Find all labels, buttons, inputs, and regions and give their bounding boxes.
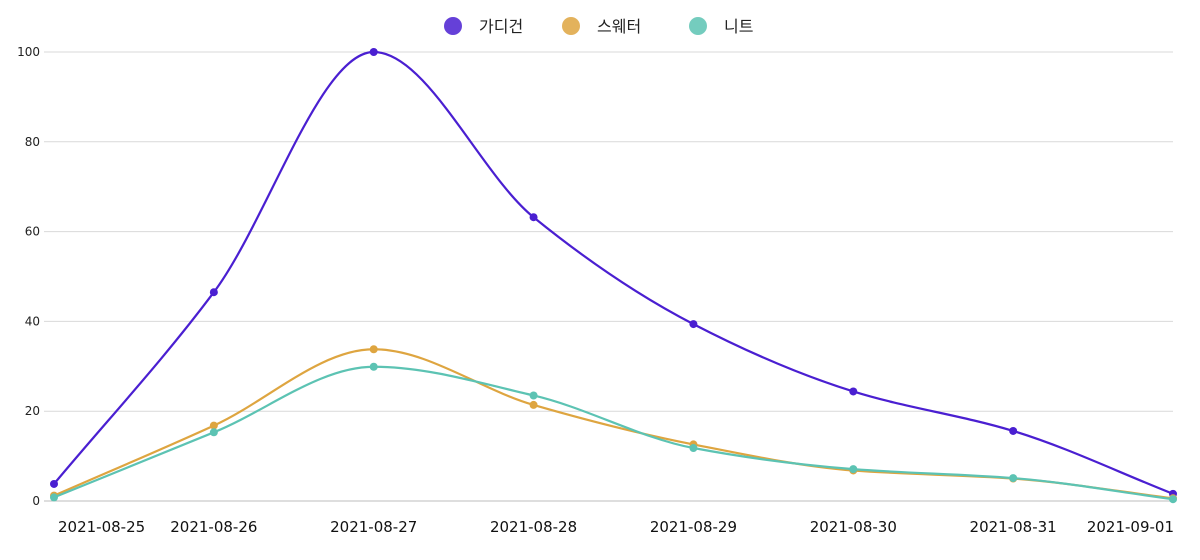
- data-point[interactable]: [689, 444, 698, 453]
- data-point[interactable]: [369, 48, 378, 56]
- y-tick-label: 100: [17, 45, 40, 59]
- y-tick-label: 80: [25, 135, 40, 149]
- x-tick-label: 2021-08-25: [58, 518, 145, 536]
- legend-item[interactable]: 스웨터: [562, 17, 641, 36]
- legend-label: 스웨터: [597, 17, 641, 36]
- x-tick-label: 2021-08-26: [170, 518, 257, 536]
- data-point[interactable]: [689, 320, 698, 329]
- data-point[interactable]: [1169, 495, 1177, 504]
- y-tick-label: 40: [25, 314, 40, 328]
- y-tick-label: 0: [32, 494, 40, 508]
- y-tick-label: 60: [25, 225, 40, 239]
- data-point[interactable]: [529, 400, 538, 409]
- series-1: [50, 48, 1177, 498]
- x-tick-label: 2021-08-30: [810, 518, 897, 536]
- data-point[interactable]: [849, 387, 858, 396]
- legend-marker: [689, 17, 707, 35]
- series-line: [52, 50, 1175, 495]
- data-point[interactable]: [369, 345, 378, 354]
- grid-layer: [44, 51, 1173, 502]
- x-axis-labels: 2021-08-25 2021-08-26 2021-08-27 2021-08-28…: [58, 518, 1174, 536]
- data-point[interactable]: [849, 465, 858, 474]
- legend[interactable]: 가디건 스웨터 니트: [444, 17, 753, 36]
- legend-label: 니트: [724, 17, 753, 36]
- x-tick-label: 2021-08-27: [330, 518, 417, 536]
- legend-marker: [562, 17, 580, 35]
- series-3: [50, 362, 1177, 504]
- data-point[interactable]: [209, 288, 218, 297]
- data-point[interactable]: [529, 391, 538, 400]
- data-point[interactable]: [209, 428, 218, 437]
- y-axis-labels: 0 20 40 60 80 100: [17, 45, 40, 508]
- data-point[interactable]: [209, 421, 218, 430]
- x-tick-label: 2021-08-29: [650, 518, 737, 536]
- series-line: [52, 365, 1175, 501]
- legend-marker: [444, 17, 462, 35]
- series-layer: [50, 48, 1177, 504]
- y-tick-label: 20: [25, 404, 40, 418]
- x-tick-label: 2021-08-31: [970, 518, 1057, 536]
- legend-label: 가디건: [479, 17, 523, 36]
- data-point[interactable]: [369, 362, 378, 371]
- data-point[interactable]: [1009, 474, 1018, 483]
- x-tick-label: 2021-08-28: [490, 518, 577, 536]
- data-point[interactable]: [50, 479, 58, 488]
- data-point[interactable]: [529, 213, 538, 222]
- legend-item[interactable]: 니트: [689, 17, 753, 36]
- legend-item[interactable]: 가디건: [444, 17, 523, 36]
- data-point[interactable]: [1009, 426, 1018, 435]
- x-tick-label: 2021-09-01: [1087, 518, 1174, 536]
- data-point[interactable]: [50, 493, 58, 502]
